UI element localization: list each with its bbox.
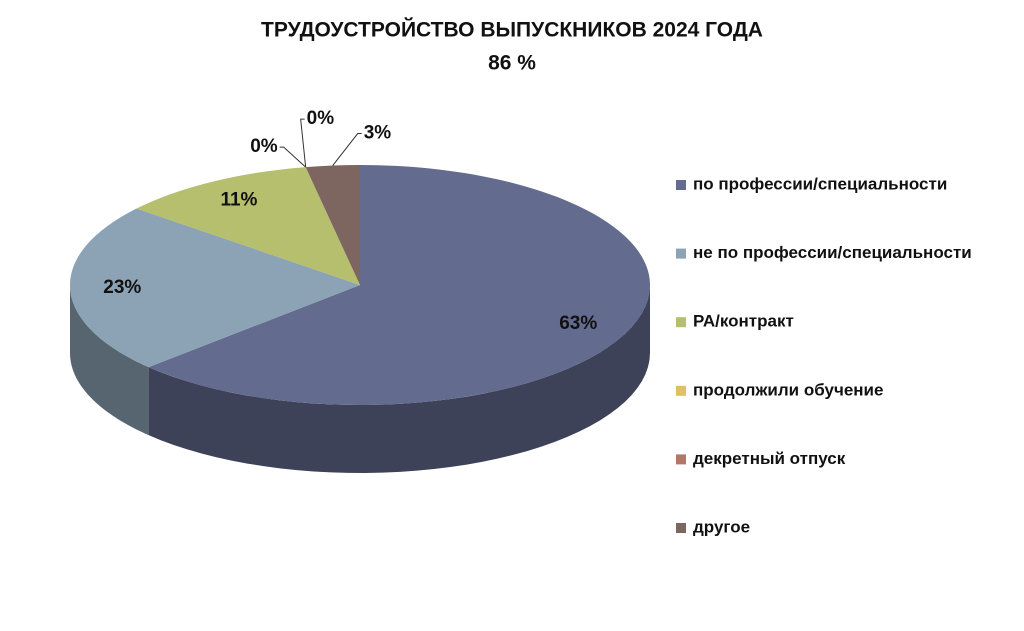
slice-side (148, 285, 650, 473)
legend-label: не по профессии/специальности (693, 243, 972, 262)
data-label: 0% (250, 136, 278, 157)
slice (136, 167, 360, 285)
slice-side (70, 285, 149, 436)
legend-marker (676, 180, 686, 190)
leader-line (279, 146, 306, 168)
data-label: 3% (364, 123, 392, 144)
slice (69, 208, 360, 368)
data-label: 0% (307, 108, 335, 129)
data-label: 11% (220, 189, 257, 210)
legend-label: декретный отпуск (693, 449, 846, 468)
legend-label: другое (693, 517, 750, 536)
slice (148, 165, 650, 405)
legend-marker (676, 317, 686, 328)
leader-line (300, 118, 307, 168)
legend-marker (676, 454, 686, 465)
data-label: 23% (103, 277, 141, 298)
legend-label: РА/контракт (693, 312, 794, 331)
leader-line (332, 133, 362, 166)
legend-marker (676, 248, 686, 259)
chart-subtitle: 86 % (488, 52, 536, 75)
slice (305, 165, 360, 285)
legend-label: по профессии/специальности (693, 174, 947, 193)
legend-marker (676, 385, 686, 396)
legend-marker (676, 523, 686, 533)
data-label: 63% (559, 313, 597, 334)
legend-label: продолжили обучение (693, 380, 883, 399)
chart-title: ТРУДОУСТРОЙСТВО ВЫПУСКНИКОВ 2024 ГОДА (261, 18, 763, 42)
